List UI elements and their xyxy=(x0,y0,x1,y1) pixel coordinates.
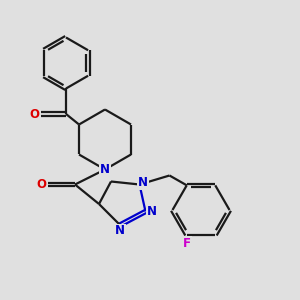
Text: O: O xyxy=(36,178,46,191)
Text: N: N xyxy=(100,163,110,176)
Text: O: O xyxy=(29,107,39,121)
Text: F: F xyxy=(183,237,191,250)
Text: N: N xyxy=(147,205,157,218)
Text: N: N xyxy=(138,176,148,189)
Text: N: N xyxy=(115,224,125,238)
